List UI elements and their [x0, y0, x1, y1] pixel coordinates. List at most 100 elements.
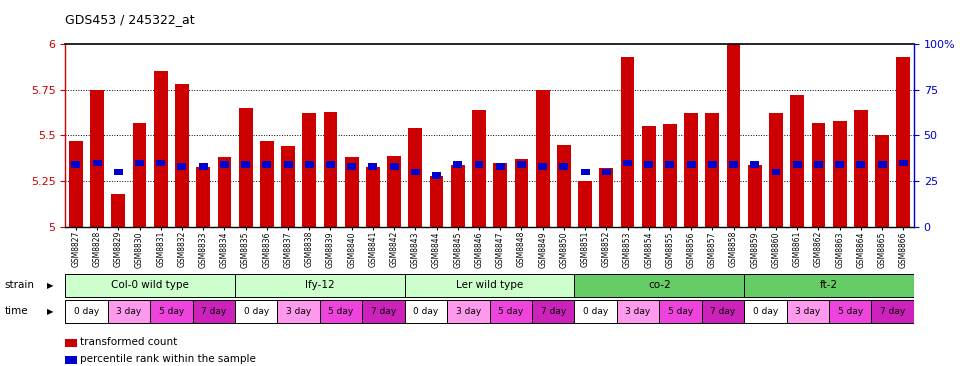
- Text: co-2: co-2: [648, 280, 671, 291]
- Bar: [277, 299, 320, 323]
- Bar: [472, 110, 486, 227]
- Text: 0 day: 0 day: [74, 307, 99, 315]
- Bar: [877, 161, 887, 168]
- Bar: [220, 161, 228, 168]
- Bar: [451, 165, 465, 227]
- Bar: [430, 176, 444, 227]
- Bar: [748, 165, 761, 227]
- Text: 7 day: 7 day: [202, 307, 227, 315]
- Bar: [515, 159, 528, 227]
- Bar: [362, 299, 405, 323]
- Bar: [729, 161, 738, 168]
- Bar: [727, 44, 740, 227]
- Bar: [199, 163, 207, 170]
- Bar: [111, 194, 125, 227]
- Bar: [71, 161, 81, 168]
- Bar: [241, 161, 251, 168]
- Bar: [897, 57, 910, 227]
- Bar: [453, 161, 463, 168]
- Bar: [92, 160, 102, 166]
- Bar: [702, 299, 744, 323]
- Text: ft-2: ft-2: [820, 280, 838, 291]
- Text: 5 day: 5 day: [328, 307, 353, 315]
- Bar: [623, 160, 632, 166]
- Bar: [684, 113, 698, 227]
- Bar: [474, 161, 484, 168]
- Bar: [135, 160, 144, 166]
- Bar: [65, 274, 235, 297]
- Bar: [872, 299, 914, 323]
- Bar: [495, 163, 505, 170]
- Bar: [196, 167, 210, 227]
- Text: percentile rank within the sample: percentile rank within the sample: [80, 354, 255, 365]
- Bar: [262, 161, 272, 168]
- Bar: [132, 123, 147, 227]
- Bar: [175, 84, 189, 227]
- Bar: [281, 146, 295, 227]
- Bar: [811, 123, 826, 227]
- Bar: [574, 299, 617, 323]
- Bar: [751, 161, 759, 168]
- Bar: [706, 113, 719, 227]
- Bar: [493, 163, 507, 227]
- Bar: [532, 299, 574, 323]
- Bar: [320, 299, 362, 323]
- Bar: [390, 163, 398, 170]
- Bar: [283, 161, 293, 168]
- Bar: [387, 156, 401, 227]
- Bar: [348, 163, 356, 170]
- Bar: [620, 57, 635, 227]
- Bar: [366, 167, 380, 227]
- Bar: [617, 299, 660, 323]
- Bar: [814, 161, 823, 168]
- Bar: [235, 274, 405, 297]
- Bar: [786, 299, 829, 323]
- Text: ▶: ▶: [47, 307, 53, 315]
- Text: transformed count: transformed count: [80, 337, 177, 347]
- Text: 7 day: 7 day: [710, 307, 735, 315]
- Bar: [304, 161, 314, 168]
- Bar: [114, 169, 123, 175]
- Bar: [324, 112, 337, 227]
- Bar: [154, 71, 168, 227]
- Bar: [835, 161, 844, 168]
- Text: 3 day: 3 day: [626, 307, 651, 315]
- Text: lfy-12: lfy-12: [305, 280, 335, 291]
- Bar: [193, 299, 235, 323]
- Text: 0 day: 0 day: [753, 307, 778, 315]
- Text: 5 day: 5 day: [838, 307, 863, 315]
- Text: 3 day: 3 day: [456, 307, 481, 315]
- Bar: [660, 299, 702, 323]
- Bar: [557, 145, 571, 227]
- Bar: [326, 161, 335, 168]
- Bar: [218, 157, 231, 227]
- Bar: [411, 169, 420, 175]
- Text: 7 day: 7 day: [880, 307, 905, 315]
- Text: GDS453 / 245322_at: GDS453 / 245322_at: [65, 12, 195, 26]
- Bar: [574, 274, 744, 297]
- Bar: [581, 169, 589, 175]
- Text: 0 day: 0 day: [414, 307, 439, 315]
- Bar: [516, 161, 526, 168]
- Bar: [345, 157, 359, 227]
- Bar: [408, 128, 422, 227]
- Bar: [178, 163, 186, 170]
- Bar: [832, 121, 847, 227]
- Bar: [405, 274, 574, 297]
- Bar: [490, 299, 532, 323]
- Bar: [539, 163, 547, 170]
- Bar: [369, 163, 377, 170]
- Bar: [536, 90, 549, 227]
- Text: strain: strain: [5, 280, 35, 291]
- Bar: [772, 169, 780, 175]
- Bar: [744, 299, 786, 323]
- Text: 3 day: 3 day: [286, 307, 311, 315]
- Text: 5 day: 5 day: [668, 307, 693, 315]
- Bar: [560, 163, 568, 170]
- Bar: [578, 181, 592, 227]
- Bar: [432, 172, 441, 179]
- Text: time: time: [5, 306, 29, 316]
- Bar: [108, 299, 150, 323]
- Bar: [854, 110, 868, 227]
- Text: ▶: ▶: [47, 281, 53, 290]
